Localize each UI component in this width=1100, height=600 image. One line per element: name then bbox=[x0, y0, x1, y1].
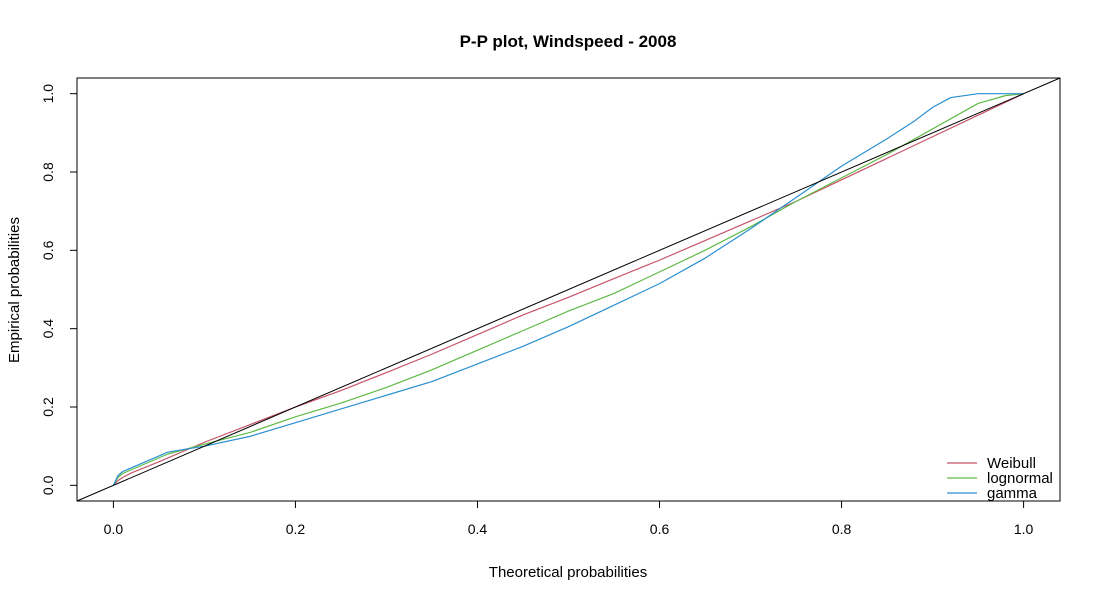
legend-label: lognormal bbox=[987, 470, 1053, 487]
chart-title: P-P plot, Windspeed - 2008 bbox=[460, 32, 677, 51]
y-tick-label: 0.8 bbox=[40, 162, 56, 182]
y-tick-label: 0.4 bbox=[40, 319, 56, 339]
y-tick-label: 0.6 bbox=[40, 240, 56, 260]
series-lines bbox=[76, 77, 1061, 502]
x-tick-label: 1.0 bbox=[1014, 521, 1034, 537]
legend-label: Weibull bbox=[987, 455, 1036, 472]
x-tick-label: 0.4 bbox=[468, 521, 488, 537]
y-tick-label: 0.2 bbox=[40, 397, 56, 417]
y-tick-label: 1.0 bbox=[40, 84, 56, 104]
x-axis-label: Theoretical probabilities bbox=[489, 564, 647, 581]
x-tick-label: 0.6 bbox=[650, 521, 670, 537]
x-tick-label: 0.8 bbox=[832, 521, 852, 537]
legend-label: gamma bbox=[987, 485, 1038, 502]
y-tick-label: 0.0 bbox=[40, 475, 56, 495]
axis-ticks: 0.0 0.2 0.4 0.6 0.8 1.0 0.0 0.2 0.4 0.6 0.8 1.0 bbox=[40, 84, 1034, 537]
reference-diagonal-line bbox=[76, 77, 1061, 502]
y-axis-label: Empirical probabilities bbox=[6, 217, 23, 363]
x-tick-label: 0.0 bbox=[104, 521, 124, 537]
series-line-weibull bbox=[112, 93, 1024, 486]
series-line-gamma bbox=[112, 93, 1024, 486]
x-tick-label: 0.2 bbox=[286, 521, 306, 537]
series-line-lognormal bbox=[112, 93, 1024, 486]
